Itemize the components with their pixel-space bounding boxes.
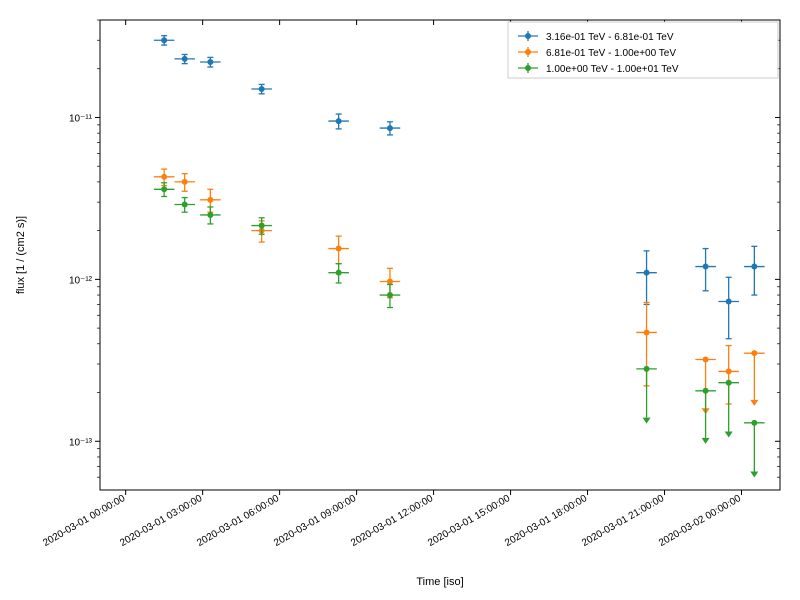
x-tick-label: 2020-03-01 21:00:00 [580,493,666,549]
x-tick-label: 2020-03-01 12:00:00 [349,493,435,549]
y-tick-label: 10⁻¹¹ [69,113,93,124]
legend-label: 1.00e+00 TeV - 1.00e+01 TeV [546,64,679,75]
series-0 [154,36,765,339]
flux-lightcurve-chart: 10⁻¹³10⁻¹²10⁻¹¹2020-03-01 00:00:002020-0… [0,0,800,600]
x-tick-label: 2020-03-01 06:00:00 [195,493,281,549]
legend: 3.16e-01 TeV - 6.81e-01 TeV 6.81e-01 TeV … [508,22,778,78]
y-tick-label: 10⁻¹³ [69,437,93,448]
series-2 [154,183,765,478]
legend-label: 3.16e-01 TeV - 6.81e-01 TeV [546,32,674,43]
y-tick-label: 10⁻¹² [69,275,93,286]
chart-svg: 10⁻¹³10⁻¹²10⁻¹¹2020-03-01 00:00:002020-0… [0,0,800,600]
x-tick-label: 2020-03-01 03:00:00 [118,493,204,549]
legend-label: 6.81e-01 TeV - 1.00e+00 TeV [546,48,676,59]
x-tick-label: 2020-03-01 15:00:00 [426,493,512,549]
series-1 [154,169,765,414]
x-tick-label: 2020-03-02 00:00:00 [657,493,743,549]
y-axis-label: flux [1 / (cm2 s)] [15,216,27,294]
x-axis-label: Time [iso] [416,576,463,588]
x-tick-label: 2020-03-01 00:00:00 [41,493,127,549]
x-tick-label: 2020-03-01 18:00:00 [503,493,589,549]
plot-border [100,20,780,490]
x-tick-label: 2020-03-01 09:00:00 [272,493,358,549]
